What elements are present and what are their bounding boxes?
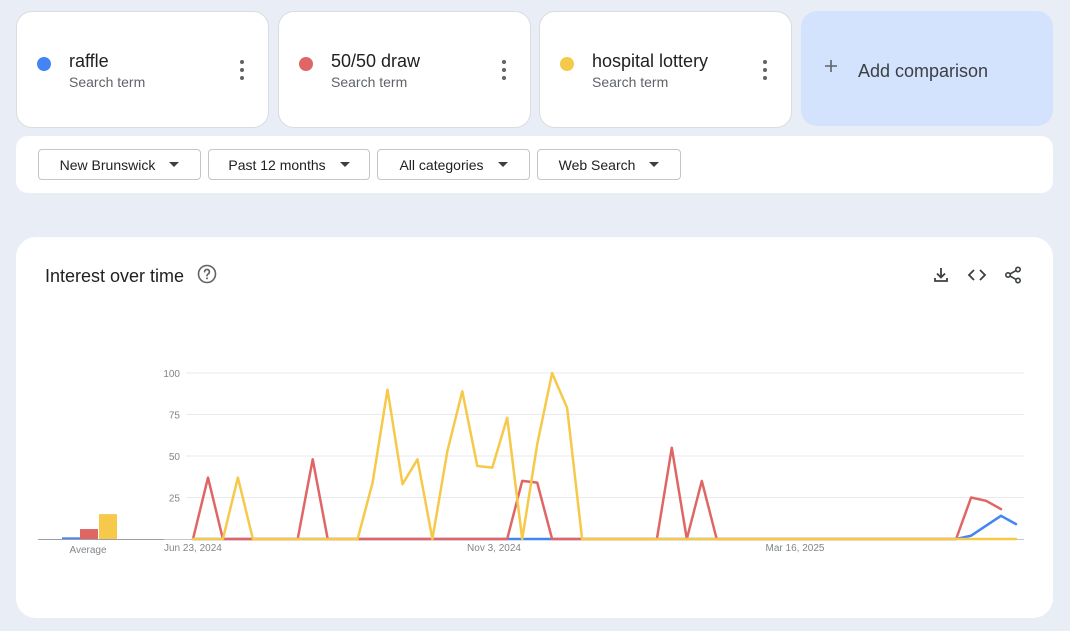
caret-down-icon (169, 162, 180, 167)
more-options-icon[interactable] (236, 60, 248, 80)
average-bar (99, 514, 117, 539)
search-term-sublabel: Search term (592, 74, 669, 90)
share-icon[interactable] (1003, 265, 1023, 285)
series-line-raffle (191, 514, 1018, 541)
region-filter-label: New Brunswick (59, 156, 156, 173)
category-filter[interactable]: All categories (377, 149, 530, 180)
search-type-filter[interactable]: Web Search (537, 149, 681, 180)
caret-down-icon (649, 162, 660, 167)
series-line-50-50-draw (191, 446, 1003, 541)
more-options-icon[interactable] (759, 60, 771, 80)
average-bar (62, 537, 80, 539)
category-filter-label: All categories (399, 156, 484, 173)
add-comparison-button[interactable]: Add comparison (801, 11, 1053, 126)
interest-over-time-panel: Interest over time 25 50 75 100 Jun 23, 2024… (16, 237, 1053, 618)
y-tick-label: 100 (163, 369, 180, 380)
search-term-sublabel: Search term (69, 74, 146, 90)
x-tick-label: Mar 16, 2025 (766, 543, 825, 554)
embed-code-icon[interactable] (967, 265, 987, 285)
y-tick-label: 75 (169, 411, 181, 422)
search-term-card-hospital-lottery[interactable]: hospital lottery Search term (539, 11, 792, 128)
caret-down-icon (497, 162, 508, 167)
search-term-card-raffle[interactable]: raffle Search term (16, 11, 269, 128)
y-tick-label: 25 (169, 494, 181, 505)
average-label: Average (69, 545, 107, 556)
series-color-dot (299, 57, 313, 71)
time-range-filter-label: Past 12 months (228, 156, 326, 173)
average-bar (80, 529, 98, 539)
series-line-hospital-lottery (191, 371, 1018, 541)
add-comparison-label: Add comparison (858, 61, 989, 81)
search-term-label: raffle (69, 51, 109, 71)
search-type-filter-label: Web Search (558, 156, 636, 173)
x-tick-label: Nov 3, 2024 (467, 543, 521, 554)
search-term-card-50-50-draw[interactable]: 50/50 draw Search term (278, 11, 531, 128)
interest-over-time-chart: 25 50 75 100 Jun 23, 2024 Nov 3, 2024 Mar 16, … (38, 369, 1024, 556)
search-term-label: hospital lottery (592, 51, 709, 71)
x-tick-label: Jun 23, 2024 (164, 543, 222, 554)
download-icon[interactable] (931, 265, 951, 285)
more-options-icon[interactable] (498, 60, 510, 80)
search-term-label: 50/50 draw (331, 51, 421, 71)
plus-icon (825, 60, 837, 72)
time-range-filter[interactable]: Past 12 months (208, 149, 370, 180)
help-icon[interactable] (197, 264, 217, 284)
region-filter[interactable]: New Brunswick (38, 149, 201, 180)
caret-down-icon (339, 162, 350, 167)
filter-bar: New Brunswick Past 12 months All categor… (16, 136, 1053, 193)
series-color-dot (560, 57, 574, 71)
search-term-sublabel: Search term (331, 74, 408, 90)
y-tick-label: 50 (169, 452, 181, 463)
panel-title: Interest over time (45, 266, 185, 286)
series-color-dot (37, 57, 51, 71)
